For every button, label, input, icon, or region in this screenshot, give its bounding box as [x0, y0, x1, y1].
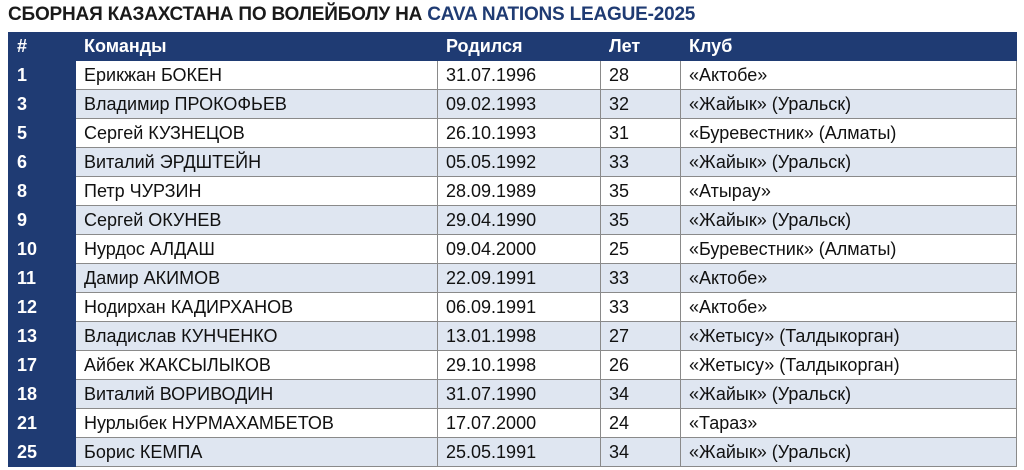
cell-club: «Буревестник» (Алматы): [680, 234, 1017, 264]
roster-table: # Команды Родился Лет Клуб 1 Ерикжан БОКЕ…: [8, 32, 1017, 467]
table-row: 5 Сергей КУЗНЕЦОВ 26.10.1993 31 «Буревестник…: [8, 118, 1017, 148]
table-row: 21 Нурлыбек НУРМАХАМБЕТОВ 17.07.2000 24 «Тар…: [8, 408, 1017, 438]
cell-born: 25.05.1991: [437, 437, 601, 467]
cell-club: «Актобе»: [680, 263, 1017, 293]
cell-age: 35: [600, 205, 681, 235]
cell-age: 33: [600, 292, 681, 322]
cell-number: 1: [8, 60, 76, 90]
cell-name: Виталий ВОРИВОДИН: [75, 379, 438, 409]
cell-number: 10: [8, 234, 76, 264]
cell-born: 05.05.1992: [437, 147, 601, 177]
table-body: 1 Ерикжан БОКЕН 31.07.1996 28 «Актобе» 3 Влади…: [8, 60, 1017, 467]
cell-born: 29.04.1990: [437, 205, 601, 235]
cell-name: Нурдос АЛДАШ: [75, 234, 438, 264]
cell-born: 29.10.1998: [437, 350, 601, 380]
cell-name: Владимир ПРОКОФЬЕВ: [75, 89, 438, 119]
cell-born: 09.04.2000: [437, 234, 601, 264]
cell-age: 25: [600, 234, 681, 264]
cell-club: «Жайык» (Уральск): [680, 437, 1017, 467]
table-row: 1 Ерикжан БОКЕН 31.07.1996 28 «Актобе»: [8, 60, 1017, 90]
table-row: 8 Петр ЧУРЗИН 28.09.1989 35 «Атырау»: [8, 176, 1017, 206]
cell-number: 9: [8, 205, 76, 235]
header-row: # Команды Родился Лет Клуб: [8, 32, 1017, 61]
cell-name: Петр ЧУРЗИН: [75, 176, 438, 206]
cell-number: 21: [8, 408, 76, 438]
table-row: 18 Виталий ВОРИВОДИН 31.07.1990 34 «Жайык» (…: [8, 379, 1017, 409]
table-row: 13 Владислав КУНЧЕНКО 13.01.1998 27 «Жетысу»…: [8, 321, 1017, 351]
cell-club: «Жайык» (Уральск): [680, 205, 1017, 235]
table-header: # Команды Родился Лет Клуб: [8, 32, 1017, 61]
cell-born: 28.09.1989: [437, 176, 601, 206]
cell-born: 17.07.2000: [437, 408, 601, 438]
cell-name: Ерикжан БОКЕН: [75, 60, 438, 90]
cell-number: 17: [8, 350, 76, 380]
header-number: #: [8, 32, 76, 61]
cell-born: 22.09.1991: [437, 263, 601, 293]
cell-age: 34: [600, 437, 681, 467]
cell-born: 31.07.1990: [437, 379, 601, 409]
cell-name: Нурлыбек НУРМАХАМБЕТОВ: [75, 408, 438, 438]
cell-club: «Буревестник» (Алматы): [680, 118, 1017, 148]
title-accent: CAVA NATIONS LEAGUE-2025: [427, 4, 696, 25]
table-row: 12 Нодирхан КАДИРХАНОВ 06.09.1991 33 «Актобе…: [8, 292, 1017, 322]
cell-club: «Жайык» (Уральск): [680, 147, 1017, 177]
table-row: 17 Айбек ЖАКСЫЛЫКОВ 29.10.1998 26 «Жетысу» (…: [8, 350, 1017, 380]
cell-age: 33: [600, 263, 681, 293]
table-row: 11 Дамир АКИМОВ 22.09.1991 33 «Актобе»: [8, 263, 1017, 293]
cell-age: 35: [600, 176, 681, 206]
table-row: 9 Сергей ОКУНЕВ 29.04.1990 35 «Жайык» (Ураль…: [8, 205, 1017, 235]
cell-number: 13: [8, 321, 76, 351]
cell-name: Борис КЕМПА: [75, 437, 438, 467]
cell-name: Нодирхан КАДИРХАНОВ: [75, 292, 438, 322]
cell-age: 34: [600, 379, 681, 409]
header-name: Команды: [75, 32, 438, 61]
cell-name: Владислав КУНЧЕНКО: [75, 321, 438, 351]
table-row: 6 Виталий ЭРДШТЕЙН 05.05.1992 33 «Жайык» (Ур…: [8, 147, 1017, 177]
cell-number: 8: [8, 176, 76, 206]
cell-club: «Атырау»: [680, 176, 1017, 206]
title-main: СБОРНАЯ КАЗАХСТАНА ПО ВОЛЕЙБОЛУ НА: [8, 4, 428, 25]
table-row: 25 Борис КЕМПА 25.05.1991 34 «Жайык» (Уральс…: [8, 437, 1017, 467]
cell-age: 28: [600, 60, 681, 90]
cell-born: 26.10.1993: [437, 118, 601, 148]
cell-name: Айбек ЖАКСЫЛЫКОВ: [75, 350, 438, 380]
cell-name: Виталий ЭРДШТЕЙН: [75, 147, 438, 177]
cell-name: Сергей КУЗНЕЦОВ: [75, 118, 438, 148]
cell-number: 6: [8, 147, 76, 177]
cell-born: 13.01.1998: [437, 321, 601, 351]
cell-age: 26: [600, 350, 681, 380]
cell-born: 09.02.1993: [437, 89, 601, 119]
cell-club: «Актобе»: [680, 292, 1017, 322]
cell-number: 5: [8, 118, 76, 148]
header-age: Лет: [600, 32, 681, 61]
header-born: Родился: [437, 32, 601, 61]
cell-club: «Жайык» (Уральск): [680, 89, 1017, 119]
cell-born: 31.07.1996: [437, 60, 601, 90]
cell-number: 11: [8, 263, 76, 293]
cell-name: Дамир АКИМОВ: [75, 263, 438, 293]
cell-club: «Жетысу» (Талдыкорган): [680, 321, 1017, 351]
cell-club: «Жетысу» (Талдыкорган): [680, 350, 1017, 380]
cell-number: 3: [8, 89, 76, 119]
cell-age: 33: [600, 147, 681, 177]
cell-born: 06.09.1991: [437, 292, 601, 322]
cell-age: 31: [600, 118, 681, 148]
cell-club: «Тараз»: [680, 408, 1017, 438]
table-row: 3 Владимир ПРОКОФЬЕВ 09.02.1993 32 «Жайык» (…: [8, 89, 1017, 119]
cell-number: 18: [8, 379, 76, 409]
table-row: 10 Нурдос АЛДАШ 09.04.2000 25 «Буревестник» …: [8, 234, 1017, 264]
header-club: Клуб: [680, 32, 1017, 61]
cell-number: 25: [8, 437, 76, 467]
cell-age: 24: [600, 408, 681, 438]
cell-age: 27: [600, 321, 681, 351]
cell-number: 12: [8, 292, 76, 322]
cell-club: «Жайык» (Уральск): [680, 379, 1017, 409]
cell-club: «Актобе»: [680, 60, 1017, 90]
cell-name: Сергей ОКУНЕВ: [75, 205, 438, 235]
page-title: СБОРНАЯ КАЗАХСТАНА ПО ВОЛЕЙБОЛУ НА CAVA …: [8, 4, 695, 26]
cell-age: 32: [600, 89, 681, 119]
